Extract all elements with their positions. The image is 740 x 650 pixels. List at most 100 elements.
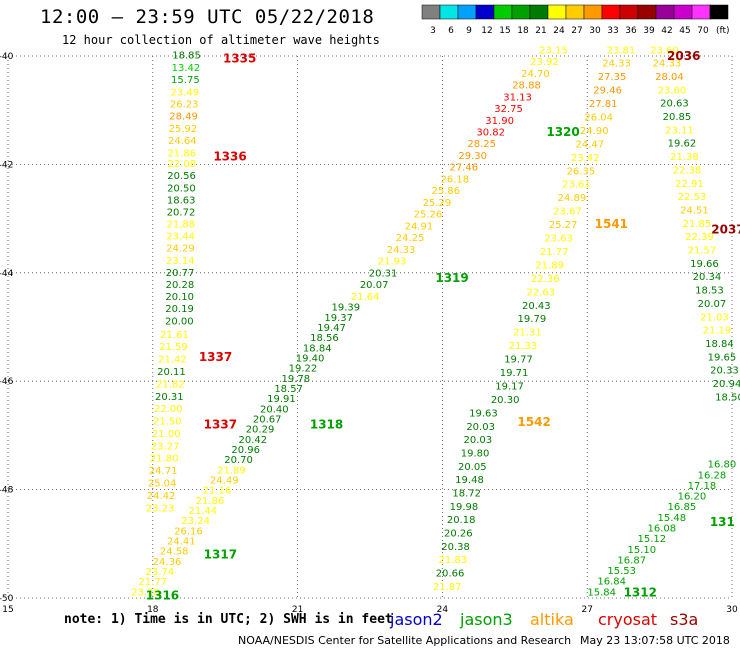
wave-height-value: 24.33 <box>653 59 682 70</box>
wave-height-value: 20.31 <box>369 268 398 279</box>
wave-height-value: 21.50 <box>153 417 182 428</box>
legend-label: 6 <box>448 26 454 36</box>
legend-swatch <box>691 4 711 20</box>
legend-label: 12 <box>481 26 492 36</box>
wave-height-value: 20.05 <box>458 462 487 473</box>
wave-height-value: 23.27 <box>151 441 180 452</box>
wave-height-value: 21.38 <box>670 152 699 163</box>
wave-height-value: 20.30 <box>491 395 520 406</box>
wave-height-value: 21.00 <box>152 429 181 440</box>
wave-height-value: 16.80 <box>708 460 737 471</box>
wave-height-value: 20.96 <box>231 445 260 456</box>
legend-swatch <box>637 4 657 20</box>
wave-height-value: 21.16 <box>203 486 232 497</box>
wave-height-value: 18.84 <box>705 339 734 350</box>
wave-height-value: 19.77 <box>504 355 533 366</box>
wave-height-value: 22.63 <box>526 287 555 298</box>
lon-tick-label: 24 <box>437 605 449 615</box>
legend-label: 45 <box>679 26 690 36</box>
wave-height-value: 22.36 <box>531 274 560 285</box>
wave-height-value: 25.86 <box>432 186 461 197</box>
wave-height-value: 20.07 <box>360 280 389 291</box>
lat-tick-label: -44 <box>0 269 14 279</box>
wave-height-value: 20.38 <box>441 542 470 553</box>
wave-height-value: 25.26 <box>414 210 443 221</box>
pass-1337b: 1337 <box>204 418 237 432</box>
wave-height-value: 21.82 <box>156 379 185 390</box>
legend-swatch <box>457 4 477 20</box>
map-grid <box>7 55 733 599</box>
wave-height-value: 25.29 <box>423 198 452 209</box>
wave-height-value: 19.37 <box>324 313 353 324</box>
lon-tick-label: 30 <box>726 605 738 615</box>
wave-height-value: 24.25 <box>396 233 425 244</box>
pass-2036: 23.60 24.33 28.04 23.60 20.63 20.85 23.11 19.62… <box>650 45 740 403</box>
wave-height-value: 15.10 <box>627 545 656 556</box>
wave-height-value: 23.28 <box>131 587 160 598</box>
wave-height-value: 20.40 <box>260 404 289 415</box>
wave-height-value: 21.31 <box>513 328 542 339</box>
wave-height-value: 23.14 <box>166 256 195 267</box>
wave-height-value: 19.22 <box>289 364 318 375</box>
wave-height-value: 21.19 <box>703 326 732 337</box>
wave-height-value: 16.87 <box>617 555 646 566</box>
lon-tick-label: 15 <box>2 605 13 615</box>
legend-label: 3 <box>430 26 436 36</box>
wave-height-value: 21.57 <box>688 246 717 257</box>
wave-height-value: 20.28 <box>166 280 195 291</box>
wave-height-value: 23.24 <box>181 516 210 527</box>
footer-note: note: 1) Time is in UTC; 2) SWH is in fe… <box>64 612 393 627</box>
wave-height-value: 23.23 <box>146 503 175 514</box>
legend-label: 24 <box>553 26 565 36</box>
wave-height-value: 29.46 <box>593 86 622 97</box>
wave-height-value: 28.88 <box>512 81 541 92</box>
wave-height-value: 19.91 <box>267 394 296 405</box>
legend-swatch <box>673 4 693 20</box>
wave-height-value: 24.71 <box>149 466 178 477</box>
wave-height-value: 20.66 <box>436 569 465 580</box>
wave-height-value: 21.80 <box>150 454 179 465</box>
wave-height-value: 26.18 <box>440 174 469 185</box>
satellite-s3a: s3a <box>670 610 699 629</box>
wave-height-value: 20.94 <box>713 379 740 390</box>
pass-1317: 1317 <box>204 548 237 562</box>
legend-label: 27 <box>571 26 582 36</box>
wave-height-value: 25.92 <box>169 124 198 135</box>
wave-height-value: 24.41 <box>167 536 196 547</box>
wave-height-value: 20.33 <box>710 366 739 377</box>
wave-height-value: 24.29 <box>166 244 195 255</box>
wave-height-value: 19.71 <box>500 368 529 379</box>
legend-label: 21 <box>535 26 546 36</box>
wave-height-value: 16.28 <box>698 470 727 481</box>
wave-height-value: 20.70 <box>224 455 253 466</box>
wave-height-value: 24.33 <box>387 245 416 256</box>
wave-height-value: 21.64 <box>351 292 380 303</box>
wave-height-value: 21.89 <box>535 260 564 271</box>
wave-height-value: 21.86 <box>167 148 196 159</box>
wave-height-value: 20.11 <box>157 367 186 378</box>
wave-height-value: 29.30 <box>458 151 487 162</box>
wave-height-value: 20.19 <box>165 304 194 315</box>
wave-height-value: 31.90 <box>485 116 514 127</box>
legend-label: 39 <box>643 26 655 36</box>
legend-label: 70 <box>697 26 709 36</box>
pass-1542: 19.63 20.03 20.03 19.80 20.05 19.48 18.72 19.98… <box>433 408 551 592</box>
wave-height-value: 21.77 <box>540 247 569 258</box>
wave-height-value: 15.48 <box>658 513 687 524</box>
pass-1318: 1318 <box>310 418 343 432</box>
wave-height-value: 23.92 <box>530 57 559 68</box>
wave-height-value: 23.44 <box>166 232 195 243</box>
wave-height-value: 21.03 <box>700 312 729 323</box>
wave-height-value: 13.42 <box>172 63 201 74</box>
wave-height-value: 18.63 <box>167 195 196 206</box>
lon-tick-label: 18 <box>147 605 159 615</box>
pass-label: 1317 <box>204 548 237 562</box>
wave-height-value: 28.04 <box>655 72 684 83</box>
pass-label: 1542 <box>517 415 550 429</box>
lon-tick-label: 21 <box>292 605 303 615</box>
wave-height-value: 21.77 <box>138 577 167 588</box>
wave-height-value: 26.23 <box>170 99 199 110</box>
wave-height-value: 22.38 <box>673 165 702 176</box>
